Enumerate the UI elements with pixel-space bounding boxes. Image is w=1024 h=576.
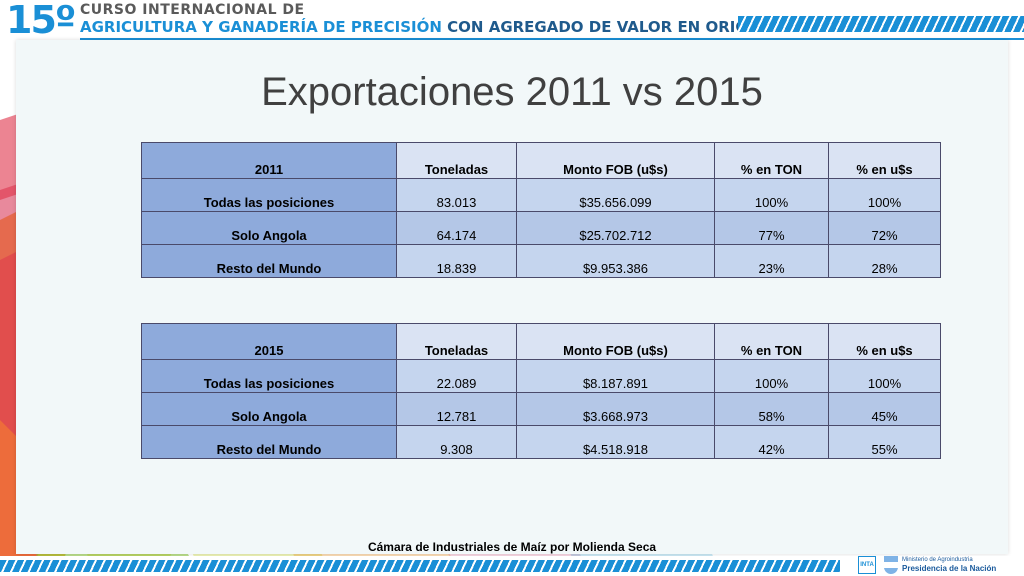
row-label: Resto del Mundo <box>141 244 397 278</box>
header-monto-fob: Monto FOB (u$s) <box>516 142 715 179</box>
cell-pct-usd: 45% <box>828 392 941 426</box>
table-row: Resto del Mundo 9.308 $4.518.918 42% 55% <box>141 425 941 459</box>
cell-pct-ton: 23% <box>714 244 829 278</box>
cell-monto-fob: $8.187.891 <box>516 359 715 393</box>
year-header: 2011 <box>141 142 397 179</box>
table-row: Solo Angola 64.174 $25.702.712 77% 72% <box>141 211 941 245</box>
cell-pct-usd: 28% <box>828 244 941 278</box>
header-toneladas: Toneladas <box>396 142 517 179</box>
bottom-stripes-decoration <box>0 560 840 572</box>
row-label: Todas las posiciones <box>141 178 397 212</box>
table-row: Todas las posiciones 22.089 $8.187.891 1… <box>141 359 941 393</box>
course-number: 15º <box>6 0 76 42</box>
cell-pct-ton: 100% <box>714 178 829 212</box>
table-header-row: 2015 Toneladas Monto FOB (u$s) % en TON … <box>141 323 941 360</box>
banner-stripes-decoration <box>738 16 1024 32</box>
source-caption: Cámara de Industriales de Maíz por Molie… <box>367 540 657 554</box>
row-label: Solo Angola <box>141 392 397 426</box>
table-row: Resto del Mundo 18.839 $9.953.386 23% 28… <box>141 244 941 278</box>
course-title-line2: AGRICULTURA Y GANADERÍA DE PRECISIÓN CON… <box>80 18 770 36</box>
cell-toneladas: 64.174 <box>396 211 517 245</box>
cell-pct-usd: 72% <box>828 211 941 245</box>
cell-monto-fob: $4.518.918 <box>516 425 715 459</box>
header-banner: 15º CURSO INTERNACIONAL DE AGRICULTURA Y… <box>0 0 1024 40</box>
row-label: Solo Angola <box>141 211 397 245</box>
header-monto-fob: Monto FOB (u$s) <box>516 323 715 360</box>
cell-toneladas: 9.308 <box>396 425 517 459</box>
header-toneladas: Toneladas <box>396 323 517 360</box>
cell-monto-fob: $9.953.386 <box>516 244 715 278</box>
table-2011: 2011 Toneladas Monto FOB (u$s) % en TON … <box>141 142 941 278</box>
ministry-line1: Ministerio de Agroindustria <box>902 557 973 563</box>
slide-title: Exportaciones 2011 vs 2015 <box>261 70 763 114</box>
cell-toneladas: 18.839 <box>396 244 517 278</box>
header-pct-ton: % en TON <box>714 142 829 179</box>
cell-monto-fob: $35.656.099 <box>516 178 715 212</box>
cell-monto-fob: $25.702.712 <box>516 211 715 245</box>
cell-pct-ton: 77% <box>714 211 829 245</box>
banner-underline <box>80 38 1024 40</box>
inta-logo: INTA <box>858 556 876 574</box>
row-label: Todas las posiciones <box>141 359 397 393</box>
ministry-logo: Ministerio de Agroindustria Presidencia … <box>902 557 996 573</box>
cell-pct-usd: 100% <box>828 359 941 393</box>
cell-monto-fob: $3.668.973 <box>516 392 715 426</box>
cell-pct-usd: 55% <box>828 425 941 459</box>
course-title-line1: CURSO INTERNACIONAL DE <box>80 2 305 18</box>
cell-pct-ton: 100% <box>714 359 829 393</box>
course-title-part-a: AGRICULTURA Y GANADERÍA DE PRECISIÓN <box>80 18 442 36</box>
header-pct-usd: % en u$s <box>828 323 941 360</box>
row-label: Resto del Mundo <box>141 425 397 459</box>
argentina-shield-icon <box>884 556 898 574</box>
course-title-part-b: CON AGREGADO DE VALOR EN ORIGEN <box>447 18 771 36</box>
table-row: Todas las posiciones 83.013 $35.656.099 … <box>141 178 941 212</box>
table-header-row: 2011 Toneladas Monto FOB (u$s) % en TON … <box>141 142 941 179</box>
year-header: 2015 <box>141 323 397 360</box>
table-2015: 2015 Toneladas Monto FOB (u$s) % en TON … <box>141 323 941 459</box>
header-pct-usd: % en u$s <box>828 142 941 179</box>
header-pct-ton: % en TON <box>714 323 829 360</box>
table-row: Solo Angola 12.781 $3.668.973 58% 45% <box>141 392 941 426</box>
cell-pct-ton: 42% <box>714 425 829 459</box>
cell-pct-usd: 100% <box>828 178 941 212</box>
cell-toneladas: 83.013 <box>396 178 517 212</box>
cell-toneladas: 12.781 <box>396 392 517 426</box>
cell-toneladas: 22.089 <box>396 359 517 393</box>
cell-pct-ton: 58% <box>714 392 829 426</box>
ministry-line2: Presidencia de la Nación <box>902 564 997 573</box>
content-panel <box>16 40 1008 554</box>
